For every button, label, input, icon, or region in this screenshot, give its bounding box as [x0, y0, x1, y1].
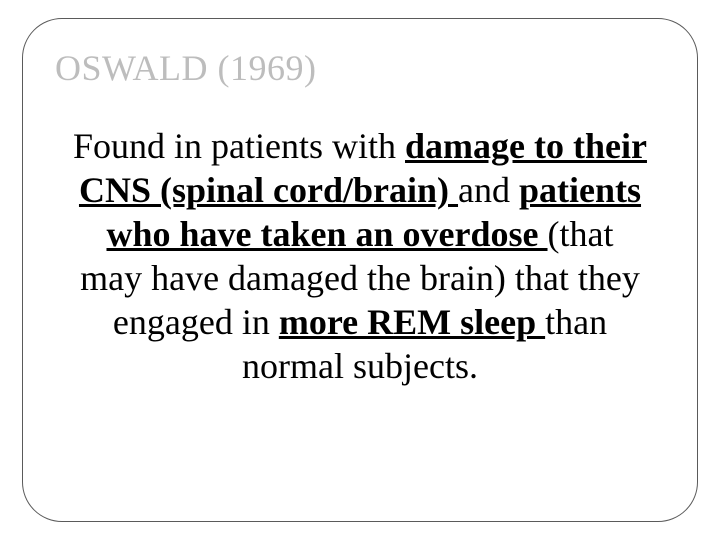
slide-body: Found in patients with damage to their C… [53, 125, 667, 388]
body-bold-3: more REM sleep [279, 302, 545, 342]
slide-title: OSWALD (1969) [55, 47, 667, 89]
body-seg-2: and [458, 170, 519, 210]
slide-frame: OSWALD (1969) Found in patients with dam… [22, 18, 698, 522]
body-seg-1: Found in patients with [73, 126, 405, 166]
slide-container: OSWALD (1969) Found in patients with dam… [0, 0, 720, 540]
